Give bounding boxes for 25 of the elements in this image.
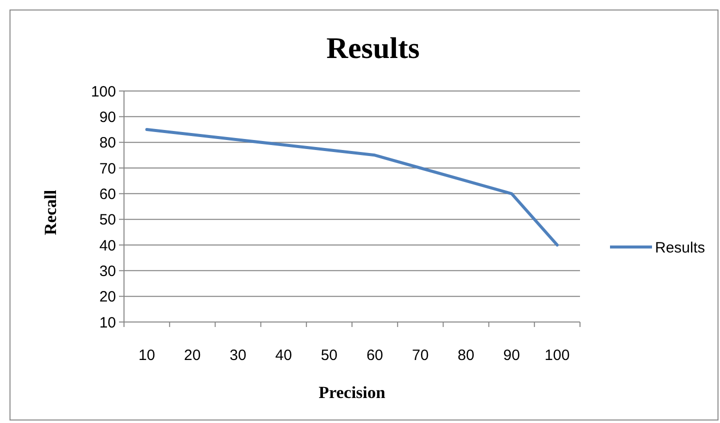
- x-tick-label: 80: [458, 347, 474, 364]
- y-tick-label: 70: [99, 160, 116, 178]
- y-tick-label: 10: [99, 314, 116, 332]
- line-series: [145, 128, 559, 246]
- y-tick-label: 60: [99, 186, 116, 203]
- y-tick-label: 100: [90, 83, 116, 100]
- x-tick-label: 100: [544, 347, 570, 364]
- chart-title: Results: [326, 32, 420, 65]
- x-tick-label: 50: [320, 347, 338, 364]
- y-tick-label: 40: [99, 237, 116, 254]
- x-tick-label: 70: [412, 347, 429, 364]
- x-tick-label: 90: [503, 347, 520, 364]
- legend-label: Results: [655, 239, 706, 256]
- y-tick-label: 90: [99, 108, 116, 126]
- x-tick-label: 60: [366, 347, 384, 364]
- y-axis-title: Recall: [41, 190, 60, 236]
- x-axis-title: Precision: [318, 383, 386, 402]
- y-tick-label: 20: [99, 288, 116, 306]
- x-tick-label: 30: [230, 347, 246, 364]
- y-tick-label: 50: [99, 212, 116, 229]
- x-tick-label: 40: [275, 347, 292, 364]
- x-tick-label: 10: [138, 347, 156, 364]
- x-tick-label: 20: [184, 347, 201, 364]
- y-tick-label: 80: [99, 134, 116, 152]
- y-tick-label: 30: [99, 262, 116, 280]
